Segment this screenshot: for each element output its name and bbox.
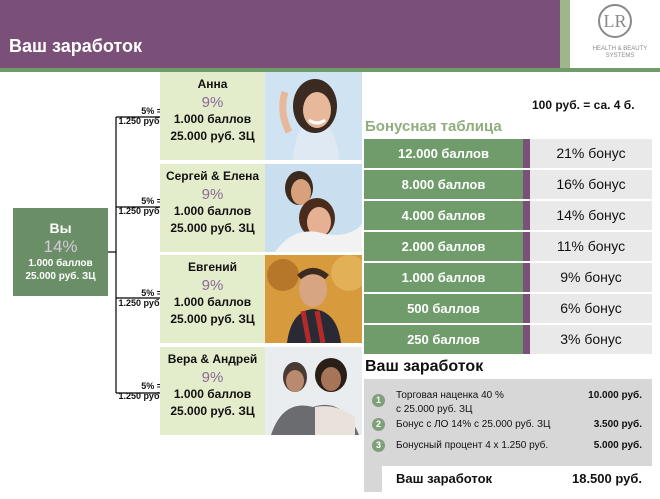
bonus-divider	[523, 139, 530, 168]
partner-percent: 9%	[201, 94, 224, 111]
branch-label-3: 5% = 1.250 руб.	[112, 288, 162, 308]
partner-card-anna: Анна 9% 1.000 баллов 25.000 руб. ЗЦ	[160, 72, 265, 160]
earnings-item-2-text: Бонус с ЛО 14% с 25.000 руб. ЗЦ	[396, 419, 551, 430]
partner-card-evgeniy: Евгений 9% 1.000 баллов 25.000 руб. ЗЦ	[160, 255, 265, 343]
bonus-divider	[523, 232, 530, 261]
partner-card-sergey-elena: Сергей & Елена 9% 1.000 баллов 25.000 ру…	[160, 164, 265, 252]
lr-logo-line1: HEALTH & BEAUTY	[592, 46, 648, 52]
earnings-title: Ваш заработок	[365, 358, 484, 375]
you-points: 1.000 баллов	[28, 258, 93, 269]
bonus-percent: 11% бонус	[530, 232, 652, 261]
header-stripe-white	[570, 0, 582, 68]
bonus-points: 12.000 баллов	[364, 139, 523, 168]
partner-points: 1.000 баллов	[173, 387, 252, 401]
branch-label-2-text: 5% = 1.250 руб.	[118, 196, 162, 216]
partner-card-vera-andrey: Вера & Андрей 9% 1.000 баллов 25.000 руб…	[160, 347, 265, 435]
branch-label-2: 5% = 1.250 руб.	[112, 196, 162, 216]
lr-logo-text: HEALTH & BEAUTY SYSTEMS	[582, 46, 658, 60]
lr-logo-mark: LR	[598, 4, 632, 38]
bonus-divider	[523, 170, 530, 199]
bonus-points: 8.000 баллов	[364, 170, 523, 199]
partner-name: Анна	[197, 77, 228, 91]
partner-points: 1.000 баллов	[173, 112, 252, 126]
partner-name: Сергей & Елена	[165, 169, 260, 183]
branch-label-1-text: 5% = 1.250 руб.	[118, 106, 162, 126]
earnings-total-label: Ваш заработок	[396, 471, 493, 486]
photo-vera-andrey	[265, 347, 362, 435]
tree-connectors	[108, 116, 160, 394]
branch-label-3-text: 5% = 1.250 руб.	[118, 288, 162, 308]
branch-label-4-text: 5% = 1.250 руб.	[118, 381, 162, 401]
photo-sergey-elena	[265, 164, 362, 252]
earnings-total-value: 18.500 руб.	[571, 471, 642, 486]
rate-note: 100 руб. = са. 4 б.	[532, 98, 635, 112]
photo-evgeniy	[265, 255, 362, 343]
partner-name: Евгений	[187, 260, 238, 274]
partner-volume: 25.000 руб. ЗЦ	[170, 312, 255, 326]
bonus-divider	[523, 294, 530, 323]
earnings-box: 1 Торговая наценка 40 % с 25.000 руб. ЗЦ…	[364, 379, 652, 492]
earnings-total-bar	[382, 466, 652, 492]
partner-volume: 25.000 руб. ЗЦ	[170, 404, 255, 418]
photo-anna	[265, 72, 362, 160]
bonus-table-title: Бонусная таблица	[365, 118, 502, 135]
bonus-points: 250 баллов	[364, 325, 523, 354]
partner-name: Вера & Андрей	[167, 352, 258, 366]
partner-percent: 9%	[201, 277, 224, 294]
partner-percent: 9%	[201, 369, 224, 386]
earnings-item-3-value: 5.000 руб.	[593, 440, 642, 451]
lr-logo-line2: SYSTEMS	[605, 53, 635, 59]
header-stripe	[560, 0, 570, 68]
bonus-divider	[523, 325, 530, 354]
number-two-icon: 2	[372, 418, 385, 431]
you-percent: 14%	[43, 237, 78, 256]
partner-volume: 25.000 руб. ЗЦ	[170, 221, 255, 235]
earnings-item-1-value: 10.000 руб.	[588, 390, 642, 401]
header-rule	[0, 68, 660, 72]
earnings-item-1-text2: с 25.000 руб. ЗЦ	[396, 404, 473, 415]
you-name: Вы	[49, 220, 72, 236]
bonus-percent: 21% бонус	[530, 139, 652, 168]
bonus-points: 500 баллов	[364, 294, 523, 323]
lr-logo: LR HEALTH & BEAUTY SYSTEMS	[582, 0, 660, 68]
you-box: Вы 14% 1.000 баллов 25.000 руб. ЗЦ	[13, 208, 108, 296]
bonus-points: 1.000 баллов	[364, 263, 523, 292]
partner-volume: 25.000 руб. ЗЦ	[170, 129, 255, 143]
bonus-percent: 3% бонус	[530, 325, 652, 354]
partner-points: 1.000 баллов	[173, 204, 252, 218]
header-bar: Ваш заработок	[0, 0, 660, 68]
bonus-divider	[523, 263, 530, 292]
partner-percent: 9%	[201, 186, 224, 203]
bonus-divider	[523, 201, 530, 230]
page-title: Ваш заработок	[9, 36, 142, 56]
bonus-percent: 14% бонус	[530, 201, 652, 230]
bonus-percent: 9% бонус	[530, 263, 652, 292]
bonus-points: 4.000 баллов	[364, 201, 523, 230]
partner-points: 1.000 баллов	[173, 295, 252, 309]
number-one-icon: 1	[372, 394, 385, 407]
you-volume: 25.000 руб. ЗЦ	[25, 271, 96, 282]
bonus-points: 2.000 баллов	[364, 232, 523, 261]
earnings-item-3-text: Бонусный процент 4 x 1.250 руб.	[396, 440, 549, 451]
branch-label-4: 5% = 1.250 руб.	[112, 381, 162, 401]
earnings-item-1-text: Торговая наценка 40 %	[396, 390, 504, 401]
number-three-icon: 3	[372, 439, 385, 452]
bonus-percent: 6% бонус	[530, 294, 652, 323]
branch-label-1: 5% = 1.250 руб.	[112, 106, 162, 126]
earnings-item-2-value: 3.500 руб.	[593, 419, 642, 430]
bonus-percent: 16% бонус	[530, 170, 652, 199]
